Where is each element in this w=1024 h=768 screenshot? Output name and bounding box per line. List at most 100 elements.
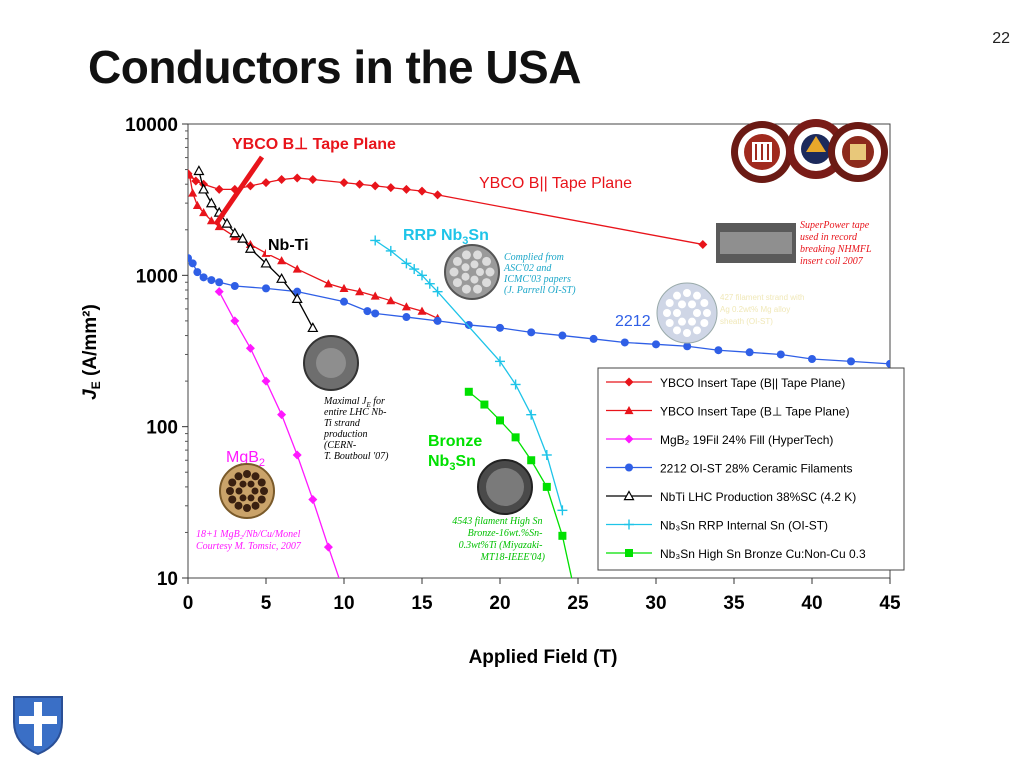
filament bbox=[693, 291, 701, 300]
filament bbox=[665, 319, 674, 327]
x-tick-label: 45 bbox=[879, 593, 901, 614]
florida-state-seal-logo bbox=[828, 122, 888, 182]
data-point-nbti bbox=[260, 257, 272, 268]
data-point-bi2212 bbox=[620, 338, 629, 347]
data-point-bi2212 bbox=[527, 328, 536, 337]
filament bbox=[678, 317, 686, 326]
data-point-ybco_par bbox=[261, 178, 271, 188]
data-point-bi2212 bbox=[340, 297, 348, 306]
data-point-ybco_perp bbox=[188, 170, 195, 179]
legend-marker-ybco_perp bbox=[624, 406, 634, 415]
y-axis-title-tail: (A/mm²) bbox=[80, 304, 101, 381]
data-point-nbti bbox=[198, 183, 210, 194]
x-tick-label: 5 bbox=[261, 593, 272, 614]
data-point-bi2212 bbox=[230, 282, 239, 291]
legend-box bbox=[597, 367, 905, 571]
filament bbox=[473, 250, 483, 260]
data-point-bi2212 bbox=[589, 334, 598, 343]
data-point-bi2212 bbox=[496, 323, 504, 332]
filament bbox=[683, 289, 691, 297]
filament bbox=[693, 309, 701, 317]
data-point-mgb2 bbox=[308, 495, 318, 505]
filament bbox=[470, 275, 479, 284]
legend-label-bronze: Nb₃Sn High Sn Bronze Cu:Non-Cu 0.3 bbox=[660, 547, 866, 561]
bi2212-faint-note: 427 filament strand with Ag 0.2wt% Mg al… bbox=[720, 293, 807, 326]
y-axis-title-sub: E bbox=[89, 381, 103, 389]
y-axis-title: JE (A/mm²) bbox=[80, 304, 103, 400]
filament bbox=[234, 501, 243, 510]
magnet-lab-seal-logo bbox=[786, 119, 846, 179]
data-point-ybco_perp bbox=[192, 200, 202, 209]
filament bbox=[234, 472, 243, 481]
bronze-label-line1: Bronze bbox=[428, 433, 482, 450]
bi2212-label: 2212 bbox=[615, 313, 651, 330]
rrp-label-tail: Sn bbox=[468, 227, 488, 244]
data-point-bi2212 bbox=[652, 340, 660, 349]
filament bbox=[461, 284, 471, 294]
filament bbox=[461, 272, 470, 281]
data-point-bronze bbox=[558, 531, 567, 540]
ybco-perp-label: YBCO B⊥ Tape Plane bbox=[232, 136, 396, 153]
legend-label-ybco_par: YBCO Insert Tape (B|| Tape Plane) bbox=[660, 376, 845, 390]
x-tick-label: 0 bbox=[183, 593, 194, 614]
data-point-nbti bbox=[193, 165, 205, 176]
filament bbox=[239, 480, 247, 488]
x-tick-label: 25 bbox=[567, 593, 589, 614]
data-point-ybco_perp bbox=[417, 306, 427, 315]
series-line-bi2212 bbox=[188, 257, 890, 365]
data-point-ybco_par bbox=[370, 181, 380, 191]
rrp-label-main: RRP Nb bbox=[403, 227, 462, 244]
data-point-mgb2 bbox=[323, 542, 333, 552]
data-point-nbti bbox=[229, 227, 241, 238]
data-point-ybco_par bbox=[698, 239, 708, 249]
superpower-note: SuperPower tape used in record breaking … bbox=[800, 220, 874, 267]
data-point-bronze bbox=[480, 400, 489, 409]
data-point-bi2212 bbox=[262, 284, 270, 293]
data-point-bi2212 bbox=[808, 354, 816, 363]
data-point-mgb2 bbox=[292, 450, 302, 460]
data-point-nbti bbox=[205, 197, 217, 208]
x-tick-label: 10 bbox=[333, 593, 354, 614]
filament bbox=[251, 501, 260, 510]
legend-item-bi2212: 2212 OI-ST 28% Ceramic Filaments bbox=[606, 462, 853, 476]
filament bbox=[693, 326, 701, 335]
filament bbox=[485, 267, 495, 277]
data-point-bi2212 bbox=[683, 342, 692, 351]
y-axis-title-main: J bbox=[80, 389, 101, 400]
filament bbox=[663, 309, 671, 317]
legend-label-rrp: Nb₃Sn RRP Internal Sn (OI-ST) bbox=[660, 519, 828, 533]
series-line-rrp bbox=[374, 239, 564, 511]
data-point-bi2212 bbox=[464, 320, 473, 329]
series-bronze bbox=[464, 387, 573, 578]
ybco-perp-arrow bbox=[213, 155, 265, 226]
data-point-ybco_par bbox=[191, 176, 201, 186]
data-point-bronze bbox=[542, 482, 551, 491]
data-point-bi2212 bbox=[714, 346, 723, 355]
data-point-ybco_par bbox=[401, 184, 411, 194]
data-point-ybco_par bbox=[355, 179, 365, 189]
series-bi2212 bbox=[188, 254, 890, 368]
x-tick-label: 30 bbox=[645, 593, 666, 614]
filament bbox=[673, 309, 681, 317]
y-tick-label: 10000 bbox=[125, 115, 178, 136]
legend-label-mgb2: MgB₂ 19Fil 24% Fill (HyperTech) bbox=[660, 433, 833, 447]
data-point-ybco_perp bbox=[323, 279, 333, 288]
bronze-label-bg bbox=[426, 428, 492, 472]
data-point-nbti bbox=[307, 322, 319, 333]
ybco-par-label-bg bbox=[476, 171, 662, 193]
bronze-label-line2: Nb3Sn bbox=[428, 453, 476, 473]
legend-item-ybco_par: YBCO Insert Tape (B|| Tape Plane) bbox=[606, 376, 845, 390]
superpower-tape-surface bbox=[720, 232, 792, 254]
data-point-nbti bbox=[291, 293, 303, 303]
slide-number: 22 bbox=[992, 30, 1010, 47]
data-point-ybco_par bbox=[292, 173, 302, 183]
legend-marker-mgb2 bbox=[624, 434, 634, 444]
filament bbox=[673, 291, 681, 300]
bi2212-filaments bbox=[663, 289, 711, 337]
rrp-label: RRP Nb3Sn bbox=[403, 227, 489, 247]
data-point-ybco_perp bbox=[292, 264, 302, 273]
bi2212-label-bg bbox=[612, 308, 656, 330]
filament bbox=[452, 256, 462, 266]
series-ybco_par bbox=[188, 169, 708, 249]
filament bbox=[476, 268, 484, 276]
